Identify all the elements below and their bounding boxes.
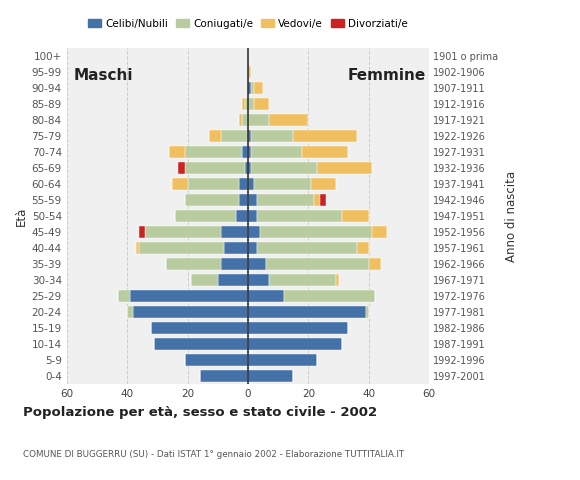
Bar [284, 290, 375, 302]
Text: Popolazione per età, sesso e stato civile - 2002: Popolazione per età, sesso e stato civil… [23, 406, 378, 419]
Bar [248, 258, 266, 270]
Bar [130, 290, 248, 302]
Bar [248, 370, 293, 382]
Bar [257, 210, 342, 222]
Bar [248, 226, 260, 238]
Bar [139, 226, 145, 238]
Bar [254, 178, 311, 190]
Text: Femmine: Femmine [348, 68, 426, 83]
Bar [184, 146, 242, 158]
Bar [251, 82, 254, 94]
Bar [184, 194, 239, 206]
Bar [154, 338, 248, 350]
Bar [166, 258, 221, 270]
Bar [218, 274, 248, 286]
Bar [248, 162, 251, 174]
Bar [254, 98, 269, 110]
Bar [342, 210, 369, 222]
Bar [293, 130, 357, 142]
Bar [133, 306, 248, 318]
Bar [200, 370, 248, 382]
Bar [251, 146, 302, 158]
Bar [236, 210, 248, 222]
Bar [248, 82, 251, 94]
Bar [179, 162, 184, 174]
Bar [314, 194, 320, 206]
Bar [257, 242, 357, 254]
Bar [248, 66, 251, 78]
Bar [245, 162, 248, 174]
Bar [257, 194, 314, 206]
Text: COMUNE DI BUGGERRU (SU) - Dati ISTAT 1° gennaio 2002 - Elaborazione TUTTITALIA.I: COMUNE DI BUGGERRU (SU) - Dati ISTAT 1° … [23, 450, 404, 459]
Bar [145, 226, 221, 238]
Bar [251, 130, 293, 142]
Y-axis label: Età: Età [14, 206, 27, 226]
Bar [172, 178, 187, 190]
Bar [248, 210, 257, 222]
Bar [184, 162, 245, 174]
Bar [254, 82, 263, 94]
Bar [302, 146, 347, 158]
Legend: Celibi/Nubili, Coniugati/e, Vedovi/e, Divorziati/e: Celibi/Nubili, Coniugati/e, Vedovi/e, Di… [84, 14, 412, 33]
Bar [209, 130, 221, 142]
Bar [260, 226, 372, 238]
Text: Maschi: Maschi [73, 68, 133, 83]
Bar [269, 274, 336, 286]
Bar [269, 114, 309, 126]
Bar [242, 114, 248, 126]
Bar [248, 146, 251, 158]
Bar [357, 242, 369, 254]
Bar [242, 98, 245, 110]
Bar [136, 242, 139, 254]
Bar [239, 178, 248, 190]
Bar [248, 322, 347, 334]
Bar [221, 226, 248, 238]
Y-axis label: Anno di nascita: Anno di nascita [505, 170, 519, 262]
Bar [320, 194, 327, 206]
Bar [187, 178, 239, 190]
Bar [169, 146, 184, 158]
Bar [184, 354, 248, 366]
Bar [317, 162, 372, 174]
Bar [224, 242, 248, 254]
Bar [248, 114, 269, 126]
Bar [366, 306, 369, 318]
Bar [311, 178, 336, 190]
Bar [242, 146, 248, 158]
Bar [251, 162, 317, 174]
Bar [248, 338, 342, 350]
Bar [245, 98, 248, 110]
Bar [248, 194, 257, 206]
Bar [248, 274, 269, 286]
Bar [369, 258, 381, 270]
Bar [372, 226, 387, 238]
Bar [175, 210, 236, 222]
Bar [248, 98, 254, 110]
Bar [139, 242, 224, 254]
Bar [118, 290, 130, 302]
Bar [336, 274, 339, 286]
Bar [248, 354, 317, 366]
Bar [266, 258, 369, 270]
Bar [239, 114, 242, 126]
Bar [248, 242, 257, 254]
Bar [151, 322, 248, 334]
Bar [221, 130, 248, 142]
Bar [127, 306, 133, 318]
Bar [221, 258, 248, 270]
Bar [191, 274, 218, 286]
Bar [248, 306, 366, 318]
Bar [248, 178, 254, 190]
Bar [248, 290, 284, 302]
Bar [248, 130, 251, 142]
Bar [239, 194, 248, 206]
